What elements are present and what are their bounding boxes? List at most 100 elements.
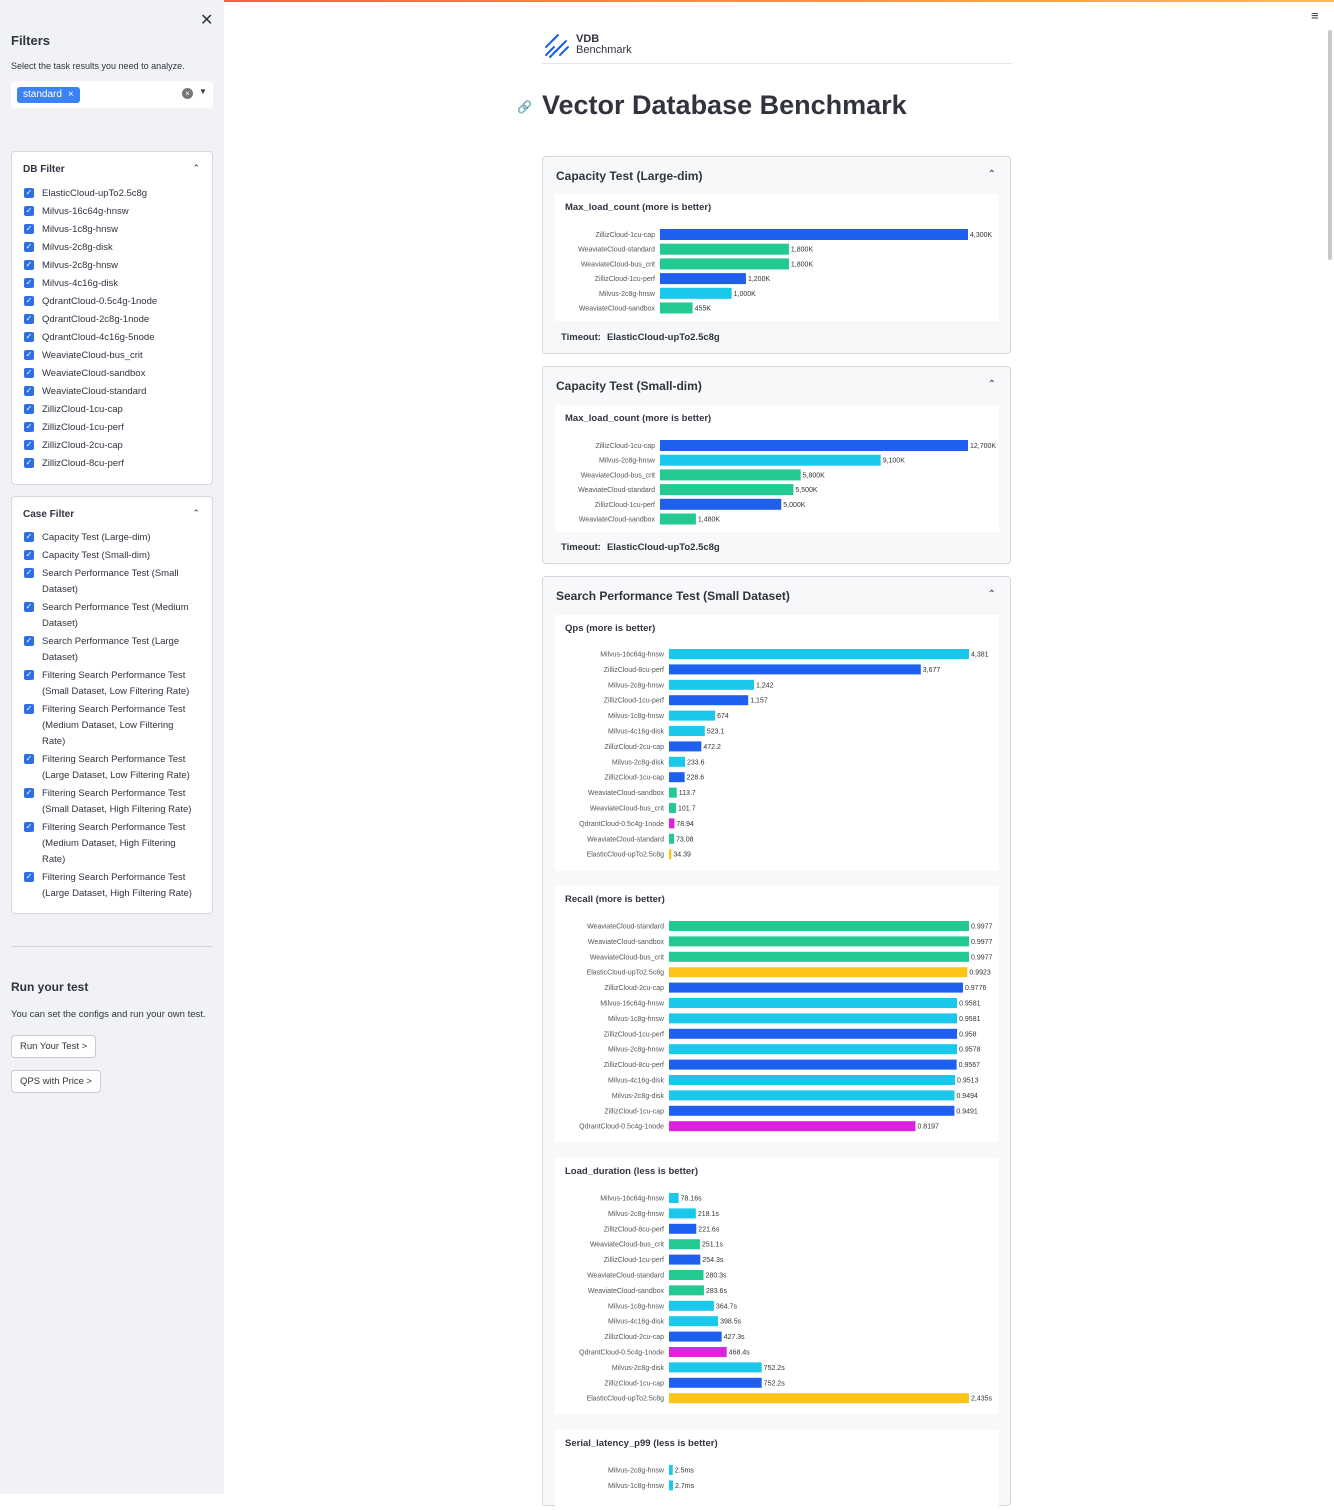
bar[interactable] — [669, 1193, 679, 1203]
bar[interactable] — [660, 302, 693, 314]
filter-checkbox-row[interactable]: ✓ Filtering Search Performance Test (Small… — [24, 668, 209, 700]
filter-checkbox-row[interactable]: ✓ Capacity Test (Large-dim) — [24, 530, 209, 546]
checkbox[interactable]: ✓ — [24, 822, 34, 832]
bar[interactable] — [669, 1347, 727, 1357]
scrollbar[interactable] — [1328, 30, 1332, 260]
bar[interactable] — [669, 649, 969, 659]
checkbox[interactable]: ✓ — [24, 332, 34, 342]
chevron-up-icon[interactable]: ⌃ — [987, 589, 996, 600]
bar[interactable] — [669, 1362, 762, 1373]
filter-checkbox-row[interactable]: ✓ Milvus-1c8g-hnsw — [24, 222, 209, 238]
bar[interactable] — [660, 243, 789, 255]
bar[interactable] — [669, 1013, 958, 1024]
filter-checkbox-row[interactable]: ✓ ZillizCloud-2cu-cap — [24, 438, 209, 454]
bar[interactable] — [669, 936, 969, 947]
bar[interactable] — [669, 1208, 696, 1219]
checkbox[interactable]: ✓ — [24, 404, 34, 414]
bar[interactable] — [660, 258, 789, 270]
checkbox[interactable]: ✓ — [24, 206, 34, 216]
clear-icon[interactable]: × — [182, 88, 193, 99]
filter-checkbox-row[interactable]: ✓ Filtering Search Performance Test (Mediu… — [24, 702, 209, 750]
bar[interactable] — [669, 1254, 701, 1265]
checkbox[interactable]: ✓ — [24, 550, 34, 560]
filter-checkbox-row[interactable]: ✓ Filtering Search Performance Test (Mediu… — [24, 820, 209, 868]
bar[interactable] — [669, 1239, 700, 1250]
bar[interactable] — [660, 273, 746, 285]
hamburger-menu-icon[interactable]: ≡ — [1311, 8, 1319, 23]
checkbox[interactable]: ✓ — [24, 350, 34, 360]
checkbox[interactable]: ✓ — [24, 568, 34, 578]
checkbox[interactable]: ✓ — [24, 440, 34, 450]
run-your-test-button[interactable]: Run Your Test > — [11, 1035, 97, 1058]
checkbox[interactable]: ✓ — [24, 872, 34, 882]
link-icon[interactable]: 🔗 — [517, 100, 532, 114]
bar[interactable] — [669, 1223, 697, 1234]
filter-checkbox-row[interactable]: ✓ WeaviateCloud-bus_crit — [24, 348, 209, 364]
bar[interactable] — [669, 664, 921, 675]
bar[interactable] — [660, 287, 732, 299]
bar[interactable] — [669, 1044, 958, 1055]
bar[interactable] — [669, 1105, 955, 1116]
filter-checkbox-row[interactable]: ✓ ZillizCloud-8cu-perf — [24, 456, 209, 472]
bar[interactable] — [669, 921, 969, 931]
checkbox[interactable]: ✓ — [24, 458, 34, 468]
checkbox[interactable]: ✓ — [24, 788, 34, 798]
checkbox[interactable]: ✓ — [24, 260, 34, 270]
chevron-up-icon[interactable]: ⌃ — [987, 379, 996, 390]
checkbox[interactable]: ✓ — [24, 532, 34, 542]
checkbox[interactable]: ✓ — [24, 368, 34, 378]
bar[interactable] — [669, 803, 676, 813]
filter-checkbox-row[interactable]: ✓ Search Performance Test (Medium Dataset) — [24, 600, 209, 632]
close-sidebar-icon[interactable]: ✕ — [200, 12, 214, 29]
checkbox[interactable]: ✓ — [24, 188, 34, 198]
selected-chip[interactable]: standard × — [17, 87, 80, 103]
bar[interactable] — [669, 772, 685, 783]
bar[interactable] — [669, 818, 675, 829]
bar[interactable] — [669, 967, 968, 978]
filter-checkbox-row[interactable]: ✓ WeaviateCloud-standard — [24, 384, 209, 400]
bar[interactable] — [669, 1300, 714, 1311]
chevron-down-icon[interactable]: ▼ — [199, 87, 207, 96]
bar[interactable] — [669, 710, 716, 721]
bar[interactable] — [660, 469, 801, 481]
bar[interactable] — [660, 498, 782, 510]
bar[interactable] — [660, 454, 881, 466]
bar[interactable] — [669, 1480, 674, 1491]
bar[interactable] — [669, 982, 963, 993]
filter-checkbox-row[interactable]: ✓ QdrantCloud-4c16g-5node — [24, 330, 209, 346]
checkbox[interactable]: ✓ — [24, 754, 34, 764]
bar[interactable] — [669, 726, 705, 736]
bar[interactable] — [669, 1316, 719, 1327]
checkbox[interactable]: ✓ — [24, 278, 34, 288]
checkbox[interactable]: ✓ — [24, 386, 34, 396]
filter-checkbox-row[interactable]: ✓ Milvus-2c8g-hnsw — [24, 258, 209, 274]
checkbox[interactable]: ✓ — [24, 224, 34, 234]
bar[interactable] — [669, 1270, 704, 1280]
bar[interactable] — [669, 756, 685, 767]
filter-checkbox-row[interactable]: ✓ ZillizCloud-1cu-perf — [24, 420, 209, 436]
filter-checkbox-row[interactable]: ✓ Filtering Search Performance Test (Large… — [24, 870, 209, 902]
bar[interactable] — [660, 513, 696, 525]
checkbox[interactable]: ✓ — [24, 704, 34, 714]
chevron-up-icon[interactable]: ⌃ — [192, 508, 200, 518]
filter-checkbox-row[interactable]: ✓ Search Performance Test (Large Dataset) — [24, 634, 209, 666]
filter-checkbox-row[interactable]: ✓ WeaviateCloud-sandbox — [24, 366, 209, 382]
filter-checkbox-row[interactable]: ✓ QdrantCloud-2c8g-1node — [24, 312, 209, 328]
chevron-up-icon[interactable]: ⌃ — [987, 169, 996, 180]
bar[interactable] — [669, 679, 755, 690]
checkbox[interactable]: ✓ — [24, 314, 34, 324]
bar[interactable] — [669, 741, 702, 752]
bar[interactable] — [660, 229, 968, 240]
checkbox[interactable]: ✓ — [24, 602, 34, 612]
bar[interactable] — [669, 833, 675, 844]
checkbox[interactable]: ✓ — [24, 296, 34, 306]
chevron-up-icon[interactable]: ⌃ — [192, 163, 200, 173]
filter-checkbox-row[interactable]: ✓ Milvus-16c64g-hnsw — [24, 204, 209, 220]
bar[interactable] — [669, 787, 677, 798]
bar[interactable] — [669, 1121, 916, 1132]
checkbox[interactable]: ✓ — [24, 670, 34, 680]
qps-with-price-button[interactable]: QPS with Price > — [11, 1070, 102, 1093]
filter-checkbox-row[interactable]: ✓ Filtering Search Performance Test (Large… — [24, 752, 209, 784]
bar[interactable] — [669, 695, 749, 706]
filter-checkbox-row[interactable]: ✓ Search Performance Test (Small Dataset) — [24, 566, 209, 598]
